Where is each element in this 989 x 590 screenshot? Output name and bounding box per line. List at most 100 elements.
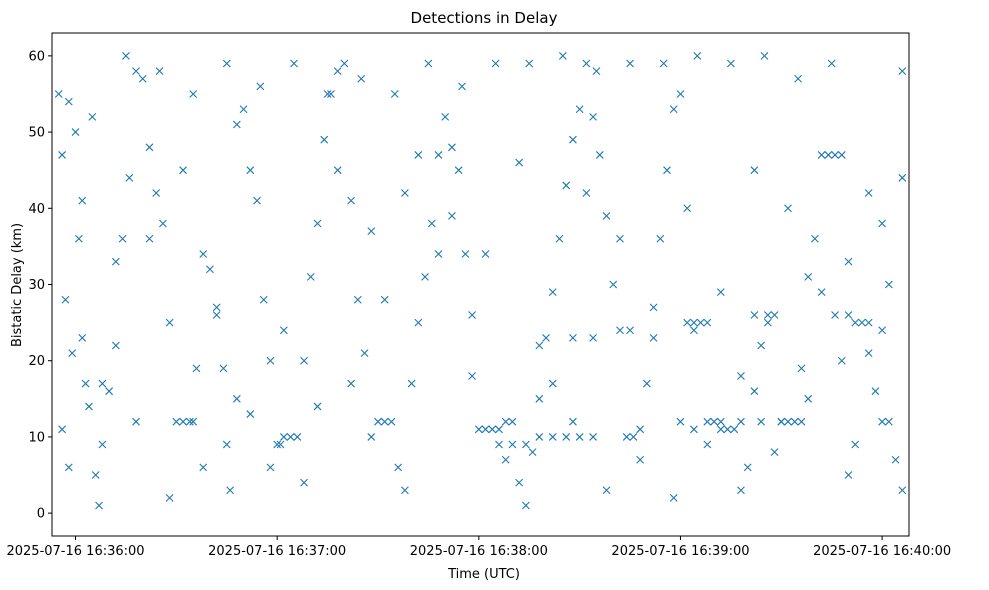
detection-marker (521, 501, 530, 510)
detection-marker (232, 394, 241, 403)
detection-marker (246, 166, 255, 175)
x-tick-label: 2025-07-16 16:37:00 (208, 544, 346, 559)
detection-marker (669, 105, 678, 114)
detection-marker (851, 318, 860, 327)
detection-marker (222, 440, 231, 449)
detection-marker (266, 463, 275, 472)
detection-marker (266, 356, 275, 365)
detection-marker (636, 425, 645, 434)
detection-marker (730, 425, 739, 434)
detection-marker (562, 433, 571, 441)
detection-marker (817, 151, 826, 159)
detection-marker (488, 425, 497, 434)
detection-marker (347, 379, 355, 388)
detection-marker (165, 318, 174, 327)
detection-marker (192, 364, 201, 373)
detection-marker (878, 219, 887, 228)
detection-marker (582, 59, 591, 68)
detection-marker (589, 433, 597, 441)
detection-marker (851, 440, 860, 449)
detection-marker (474, 425, 483, 434)
detection-marker (232, 120, 241, 129)
detection-marker (784, 417, 792, 426)
detection-marker (64, 97, 73, 106)
detection-marker (323, 90, 332, 98)
detection-marker (441, 112, 450, 121)
detection-marker (400, 189, 409, 197)
detection-marker (777, 417, 786, 426)
detection-marker (602, 212, 611, 220)
detection-marker (111, 257, 120, 266)
detection-marker (898, 486, 907, 495)
x-tick-label: 2025-07-16 16:38:00 (410, 544, 548, 559)
detection-marker (864, 349, 873, 357)
detection-marker (750, 311, 759, 319)
detection-marker (592, 67, 601, 75)
detection-marker (501, 417, 510, 426)
detection-marker (424, 59, 433, 68)
detection-marker (884, 417, 893, 426)
detection-marker (760, 51, 769, 60)
detection-marker (458, 82, 466, 91)
detection-marker (155, 67, 164, 75)
detection-marker (528, 448, 537, 457)
detection-marker (770, 448, 779, 457)
y-tick-label: 40 (28, 202, 45, 217)
detection-marker (542, 333, 550, 342)
x-axis: 2025-07-16 16:36:00 2025-07-16 16:37:00 20… (6, 536, 951, 559)
detection-marker (837, 356, 846, 365)
detection-marker (468, 311, 476, 319)
detection-marker (737, 372, 745, 380)
detection-marker (794, 74, 802, 83)
data-markers (54, 51, 907, 510)
detection-marker (508, 417, 517, 426)
detection-marker (333, 166, 342, 175)
detection-marker (185, 417, 194, 426)
detection-marker (683, 204, 692, 213)
detection-marker (898, 67, 907, 75)
detection-marker (357, 74, 366, 83)
detection-marker (770, 311, 779, 319)
detection-marker (71, 128, 80, 136)
y-tick-label: 60 (28, 49, 45, 64)
detection-marker (276, 440, 285, 449)
detection-marker (716, 425, 725, 434)
detection-marker (138, 74, 147, 83)
detection-marker (390, 90, 399, 98)
detection-marker (676, 417, 685, 426)
detection-marker (367, 227, 376, 236)
detection-marker (844, 471, 853, 479)
detection-marker (804, 394, 813, 403)
detection-marker (387, 417, 396, 426)
detection-marker (495, 440, 503, 449)
detection-marker (58, 151, 66, 159)
detection-marker (427, 219, 436, 228)
detection-marker (817, 288, 826, 297)
detection-marker (380, 295, 389, 304)
detection-marker (726, 59, 735, 68)
detection-marker (414, 151, 423, 159)
detection-marker (737, 486, 745, 495)
detection-marker (360, 349, 369, 357)
detection-marker (206, 265, 214, 274)
detection-marker (602, 486, 611, 495)
y-tick-label: 0 (37, 507, 45, 522)
detection-marker (54, 90, 63, 98)
detection-marker (723, 425, 732, 434)
detection-marker (595, 151, 604, 159)
detection-marker (824, 151, 833, 159)
detection-marker (421, 272, 429, 281)
detection-marker (525, 59, 534, 68)
detection-marker (219, 364, 228, 373)
y-tick-label: 30 (28, 278, 45, 293)
detection-marker (454, 166, 463, 175)
detection-marker (461, 250, 470, 258)
detection-marker (212, 303, 221, 312)
detection-marker (844, 311, 853, 319)
detection-marker (105, 387, 114, 396)
detection-marker (626, 326, 634, 335)
detection-marker (132, 417, 140, 426)
detection-marker (290, 59, 298, 68)
detection-marker (616, 326, 624, 335)
detection-marker (394, 463, 403, 472)
